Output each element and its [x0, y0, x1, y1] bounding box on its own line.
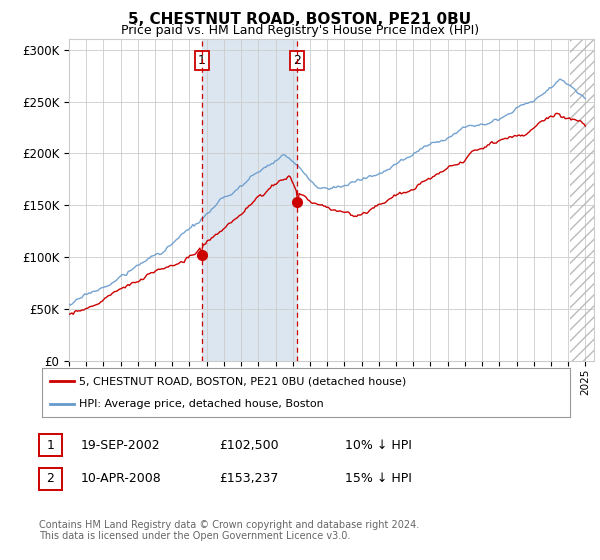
Text: 5, CHESTNUT ROAD, BOSTON, PE21 0BU: 5, CHESTNUT ROAD, BOSTON, PE21 0BU	[128, 12, 472, 27]
Text: Price paid vs. HM Land Registry's House Price Index (HPI): Price paid vs. HM Land Registry's House …	[121, 24, 479, 37]
Text: 1: 1	[46, 438, 55, 452]
Text: HPI: Average price, detached house, Boston: HPI: Average price, detached house, Bost…	[79, 399, 324, 409]
Text: 10-APR-2008: 10-APR-2008	[81, 472, 162, 486]
Text: Contains HM Land Registry data © Crown copyright and database right 2024.
This d: Contains HM Land Registry data © Crown c…	[39, 520, 419, 542]
Text: 2: 2	[293, 54, 301, 67]
Bar	[569, 39, 594, 361]
Text: 15% ↓ HPI: 15% ↓ HPI	[345, 472, 412, 486]
Bar	[202, 39, 298, 361]
Text: 19-SEP-2002: 19-SEP-2002	[81, 438, 161, 452]
Text: £102,500: £102,500	[219, 438, 278, 452]
Bar	[568, 39, 594, 361]
Text: 5, CHESTNUT ROAD, BOSTON, PE21 0BU (detached house): 5, CHESTNUT ROAD, BOSTON, PE21 0BU (deta…	[79, 376, 406, 386]
Text: £153,237: £153,237	[219, 472, 278, 486]
Text: 1: 1	[198, 54, 206, 67]
Text: 2: 2	[46, 472, 55, 486]
Text: 10% ↓ HPI: 10% ↓ HPI	[345, 438, 412, 452]
